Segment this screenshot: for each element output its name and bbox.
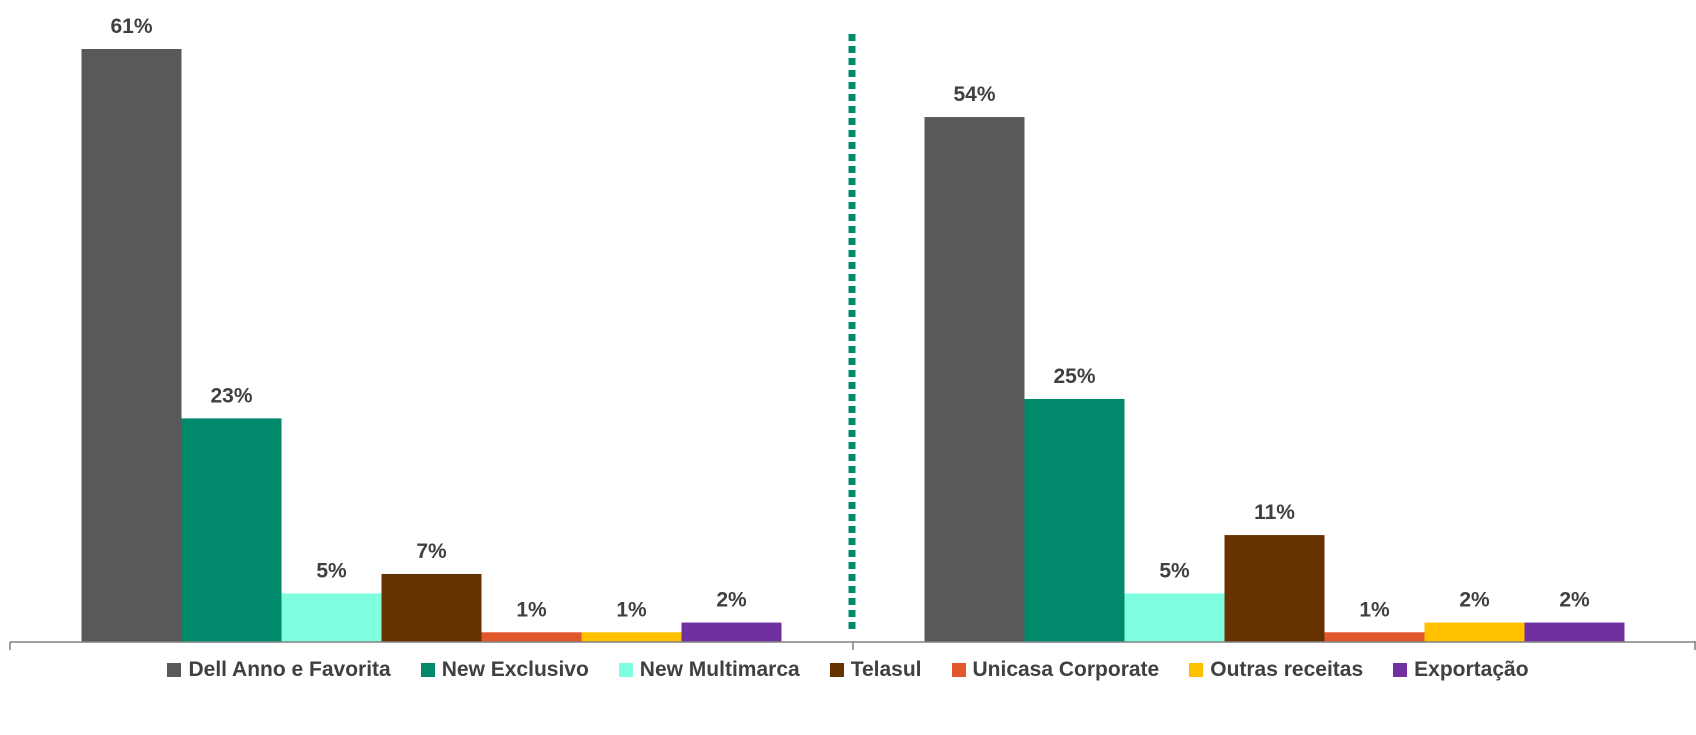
data-label: 1% [516, 598, 547, 621]
data-label: 23% [210, 384, 252, 407]
legend-swatch [829, 663, 844, 677]
bar-2012-new-exclusivo [1024, 398, 1125, 642]
legend-label: Outras receitas [1210, 658, 1364, 681]
legend-label: Unicasa Corporate [972, 658, 1160, 681]
legend-label: Telasul [850, 658, 922, 681]
data-label: 5% [1159, 559, 1190, 582]
legend-swatch [1189, 663, 1204, 677]
legend-label: Exportação [1414, 658, 1529, 681]
bar-2011-exportação [681, 622, 782, 642]
data-label: 2% [716, 589, 747, 612]
data-label: 7% [416, 540, 447, 563]
legend-item: New Multimarca [618, 658, 800, 682]
data-label: 2% [1459, 589, 1490, 612]
data-label: 11% [1254, 501, 1295, 524]
bar-chart: 61% 23% 5% 7% 1% 1% 2% 54% 25% 5% 11% 1% 2% 2% 201120… [9, 15, 1696, 650]
legend-swatch [951, 663, 966, 677]
bar-2011-telasul [381, 573, 482, 642]
legend-item: Outras receitas [1189, 658, 1363, 682]
legend-label: New Exclusivo [441, 658, 589, 681]
bar-2012-outras-receitas [1424, 622, 1525, 642]
legend-label: New Multimarca [639, 658, 800, 681]
data-label: 61% [110, 15, 152, 38]
bar-2011-dell-anno-e-favorita [81, 49, 182, 642]
legend-item: Exportação [1393, 658, 1529, 682]
bar-2012-exportação [1524, 622, 1625, 642]
bar-2011-outras-receitas [581, 632, 682, 642]
legend-item: Unicasa Corporate [951, 658, 1160, 682]
data-label: 54% [953, 83, 995, 106]
x-axis: 20112012 [9, 34, 1696, 650]
bar-2011-new-multimarca [281, 593, 382, 642]
legend-label: Dell Anno e Favorita [188, 658, 391, 681]
data-labels-layer: 61% 23% 5% 7% 1% 1% 2% 54% 25% 5% 11% 1% 2% 2% [110, 15, 1590, 621]
legend: Dell Anno e Favorita New Exclusivo New Mul… [0, 650, 1696, 690]
data-label: 25% [1053, 365, 1095, 388]
bars-layer [81, 49, 1625, 642]
data-label: 5% [316, 559, 347, 582]
bar-2012-dell-anno-e-favorita [924, 117, 1025, 642]
bar-2012-unicasa-corporate [1324, 632, 1425, 642]
legend-swatch [420, 663, 435, 677]
legend-swatch [1393, 663, 1408, 677]
legend-item: New Exclusivo [420, 658, 589, 682]
legend-swatch [167, 663, 182, 677]
bar-2012-telasul [1224, 535, 1325, 642]
data-label: 2% [1559, 589, 1590, 612]
legend-item: Dell Anno e Favorita [167, 658, 391, 682]
bar-2011-unicasa-corporate [481, 632, 582, 642]
legend-item: Telasul [829, 658, 922, 682]
bar-2012-new-multimarca [1124, 593, 1225, 642]
bar-2011-new-exclusivo [181, 418, 282, 642]
legend-swatch [618, 663, 633, 677]
data-label: 1% [1359, 598, 1390, 621]
data-label: 1% [616, 598, 647, 621]
